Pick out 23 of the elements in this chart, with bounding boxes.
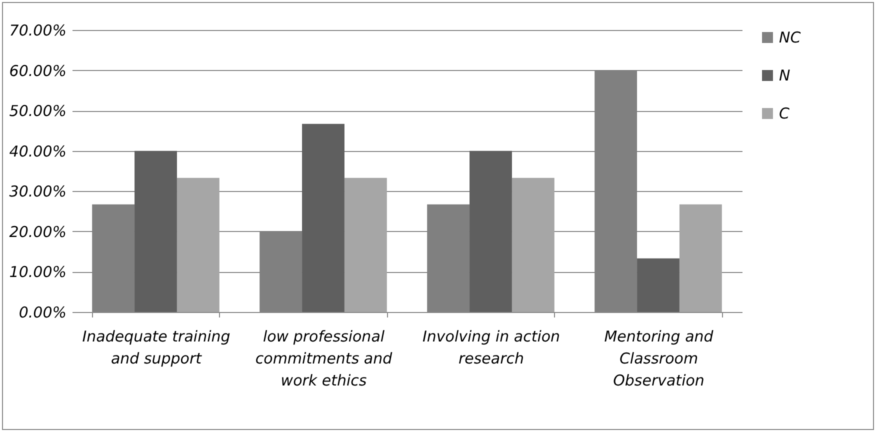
y-tick-label: 20.00% <box>9 222 66 241</box>
y-tick-label: 30.00% <box>9 182 66 201</box>
y-tick-label: 40.00% <box>9 142 66 160</box>
y-tick-label: 10.00% <box>9 263 66 282</box>
bar <box>302 124 344 312</box>
bar <box>344 178 387 312</box>
x-tick-label: Mentoring and Classroom Observation <box>604 328 714 390</box>
y-tick-label: 70.00% <box>9 22 66 40</box>
y-tick-label: 0.00% <box>18 304 66 322</box>
bar <box>679 204 722 312</box>
legend-label: N <box>779 66 790 84</box>
legend-label: C <box>779 104 790 122</box>
bar <box>512 178 554 312</box>
legend-label: NC <box>779 28 802 46</box>
x-tick-label: low professional commitments and work ethics <box>255 328 393 390</box>
bar <box>470 150 512 312</box>
y-tick-label: 60.00% <box>9 62 66 80</box>
x-tick-label: Involving in action research <box>422 328 560 368</box>
bar <box>176 178 220 312</box>
x-tick-label: Inadequate training and support <box>82 328 230 368</box>
y-tick-label: 50.00% <box>9 102 66 120</box>
bar <box>637 258 680 312</box>
bar <box>134 150 177 312</box>
